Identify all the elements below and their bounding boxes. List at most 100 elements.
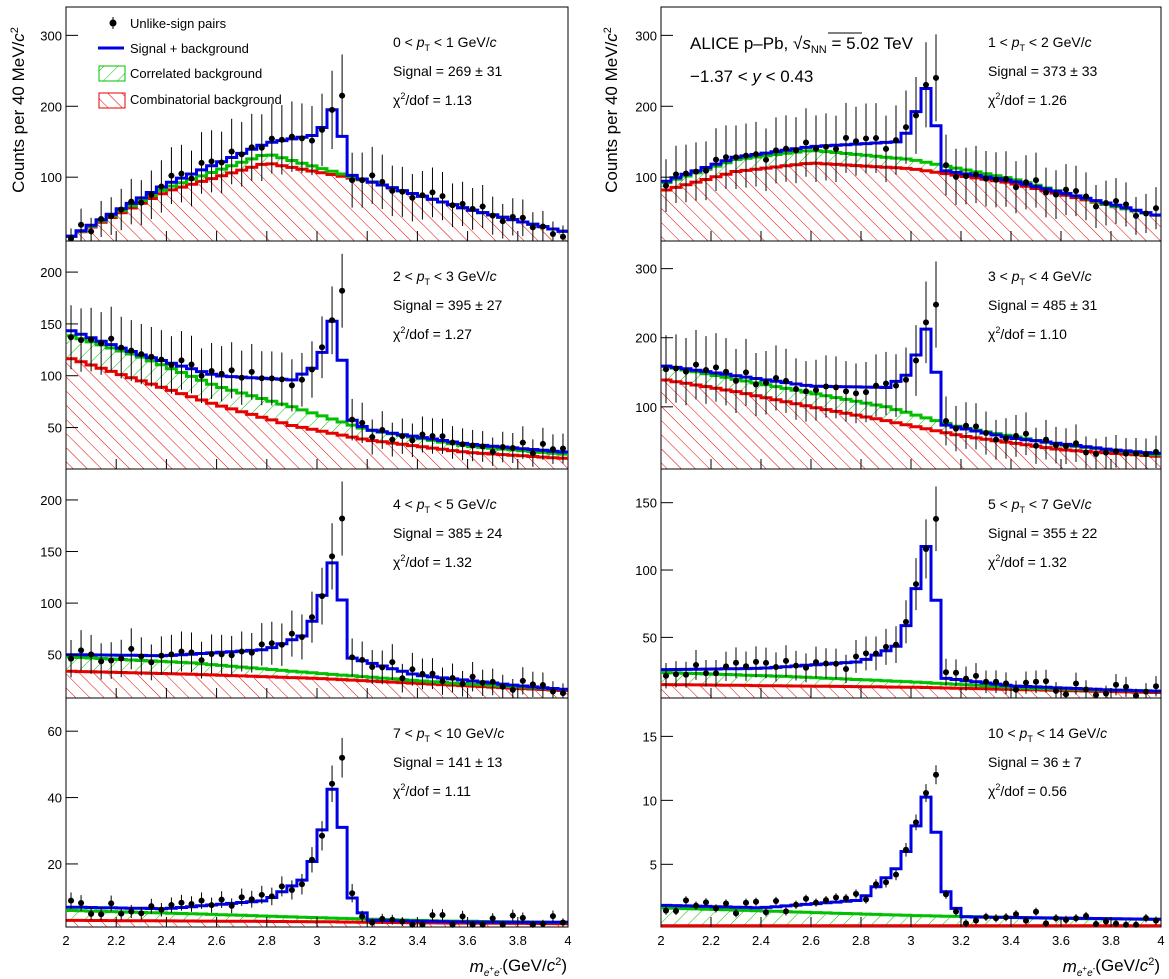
x-tick-label: 2.2 <box>107 933 125 948</box>
data-point <box>843 665 849 672</box>
data-point <box>683 170 689 177</box>
pt-range-label: 7 < pT < 10 GeV/c <box>393 725 504 744</box>
data-point <box>188 900 195 907</box>
data-point <box>108 335 115 342</box>
pt-range-pre: 0 < <box>393 34 417 50</box>
pt-symbol: p <box>1011 496 1020 512</box>
data-point <box>933 74 939 81</box>
pt-c: c <box>1085 496 1092 512</box>
x-tick-label: 3.8 <box>1102 933 1120 948</box>
data-point <box>853 138 859 145</box>
data-point <box>329 780 336 787</box>
chi2-symbol: χ <box>988 326 996 342</box>
data-point <box>288 382 295 389</box>
data-point <box>943 669 949 676</box>
legend: Unlike-sign pairs Signal + background Co… <box>98 16 282 109</box>
data-point <box>1023 679 1029 686</box>
data-point <box>743 152 749 159</box>
y-tick-label: 60 <box>48 724 62 739</box>
pt-range-pre: 2 < <box>393 268 417 284</box>
pt-c: c <box>497 725 504 741</box>
data-point <box>479 443 486 450</box>
chi2-post: /dof = 1.13 <box>405 92 472 108</box>
data-point <box>469 921 476 928</box>
data-point <box>1013 184 1019 191</box>
data-point <box>258 375 265 382</box>
pt-range-post: < 14 GeV/ <box>1033 725 1100 741</box>
data-point <box>409 666 416 673</box>
data-point <box>853 890 859 897</box>
data-point <box>803 388 809 395</box>
data-point <box>883 145 889 152</box>
data-point <box>1073 440 1079 447</box>
data-point <box>763 379 769 386</box>
x-axis-title-left: me+e-(GeV/c2) <box>470 956 567 979</box>
data-point <box>823 897 829 904</box>
y-tick-label: 300 <box>635 262 657 277</box>
xlabel-sub-minus: - <box>500 964 503 973</box>
data-point <box>389 187 396 194</box>
x-tick-label: 2.6 <box>802 933 820 948</box>
y-tick-label: 300 <box>40 28 62 43</box>
legend-correlated-label: Correlated background <box>130 66 262 81</box>
data-point <box>108 213 115 220</box>
data-point <box>983 913 989 920</box>
data-point <box>459 441 466 448</box>
panel-7: 20 40 60 2 2.2 2.4 2.6 2.8 3 3.2 3.4 3.6 3.8 4 7 < pT … <box>48 697 572 948</box>
pt-range-label: 1 < pT < 2 GeV/c <box>988 34 1092 53</box>
data-point <box>98 340 105 347</box>
data-point <box>663 672 669 679</box>
chi2-symbol: χ <box>988 783 996 799</box>
data-point <box>198 897 205 904</box>
legend-combinatorial-swatch <box>98 92 126 109</box>
xlabel-sub2: e <box>494 968 500 979</box>
data-point <box>78 899 85 906</box>
data-point <box>118 655 125 662</box>
xlabel-units-exp: 2 <box>555 956 561 968</box>
data-point <box>178 899 185 906</box>
data-point <box>753 151 759 158</box>
data-point <box>329 317 336 324</box>
data-point <box>1053 191 1059 198</box>
pt-range-label: 5 < pT < 7 GeV/c <box>988 496 1092 515</box>
data-point <box>793 386 799 393</box>
data-point <box>399 675 406 682</box>
data-point <box>1083 449 1089 456</box>
data-point <box>1073 915 1079 922</box>
data-point <box>78 221 85 228</box>
chi2-exp: 2 <box>995 325 1000 335</box>
pt-symbol: p <box>1011 268 1020 284</box>
data-point <box>733 377 739 384</box>
chi2-post: /dof = 1.10 <box>1000 326 1067 342</box>
data-point <box>248 368 255 375</box>
data-point <box>843 388 849 395</box>
data-point <box>953 669 959 676</box>
data-point <box>168 902 175 909</box>
x-tick-label: 3.2 <box>952 933 970 948</box>
data-point <box>319 832 326 839</box>
panel-5: 50 100 150 200 4 < pT < 5 GeV/c Signal = 385 … <box>40 468 569 699</box>
y-tick-label: 50 <box>643 630 657 645</box>
x-tick-label: 2.6 <box>208 933 226 948</box>
data-point <box>68 897 75 904</box>
chi2-post: /dof = 1.27 <box>405 326 472 342</box>
data-point <box>188 361 195 368</box>
data-point <box>248 144 255 151</box>
data-point <box>1003 914 1009 921</box>
data-point <box>1053 687 1059 694</box>
data-point <box>469 442 476 449</box>
data-point <box>459 913 466 920</box>
data-point <box>369 663 376 670</box>
experiment-header: ALICE p–Pb, √sNN = 5.02 TeV −1.37 < y < … <box>690 32 914 86</box>
data-point <box>499 683 506 690</box>
xlabel-units-c: c <box>1140 956 1149 975</box>
data-point <box>773 897 779 904</box>
data-point <box>1133 692 1139 699</box>
data-point <box>1013 432 1019 439</box>
data-point <box>549 913 556 920</box>
pt-c: c <box>1085 268 1092 284</box>
data-point <box>278 376 285 383</box>
data-point <box>308 614 315 621</box>
data-point <box>913 112 919 119</box>
panel-8: 5 10 15 2 2.2 2.4 2.6 2.8 3 3.2 3.4 3.6 3.8 4 10 < pT … <box>643 697 1165 948</box>
